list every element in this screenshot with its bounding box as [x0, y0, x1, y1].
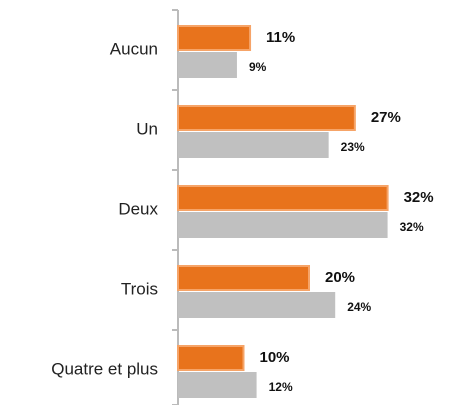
bar — [178, 132, 329, 158]
bar — [177, 185, 389, 211]
data-label: 10% — [260, 349, 290, 366]
bar — [177, 265, 310, 291]
data-label: 27% — [371, 109, 401, 126]
data-label: 9% — [249, 60, 267, 74]
category-label: Un — [136, 119, 158, 138]
bar — [177, 345, 245, 371]
data-label: 12% — [269, 380, 293, 394]
category-label: Aucun — [110, 39, 158, 58]
data-label: 32% — [400, 220, 424, 234]
category-label: Deux — [118, 199, 158, 218]
category-label: Trois — [121, 279, 158, 298]
data-label: 32% — [404, 189, 434, 206]
data-label: 20% — [325, 269, 355, 286]
bar — [178, 52, 237, 78]
bar — [177, 25, 252, 51]
bar — [178, 212, 388, 238]
bar — [178, 372, 257, 398]
data-label: 24% — [347, 300, 371, 314]
bar — [178, 292, 336, 318]
data-label: 11% — [266, 29, 295, 46]
data-label: 23% — [341, 140, 365, 154]
category-label: Quatre et plus — [51, 359, 158, 378]
bar — [177, 105, 356, 131]
